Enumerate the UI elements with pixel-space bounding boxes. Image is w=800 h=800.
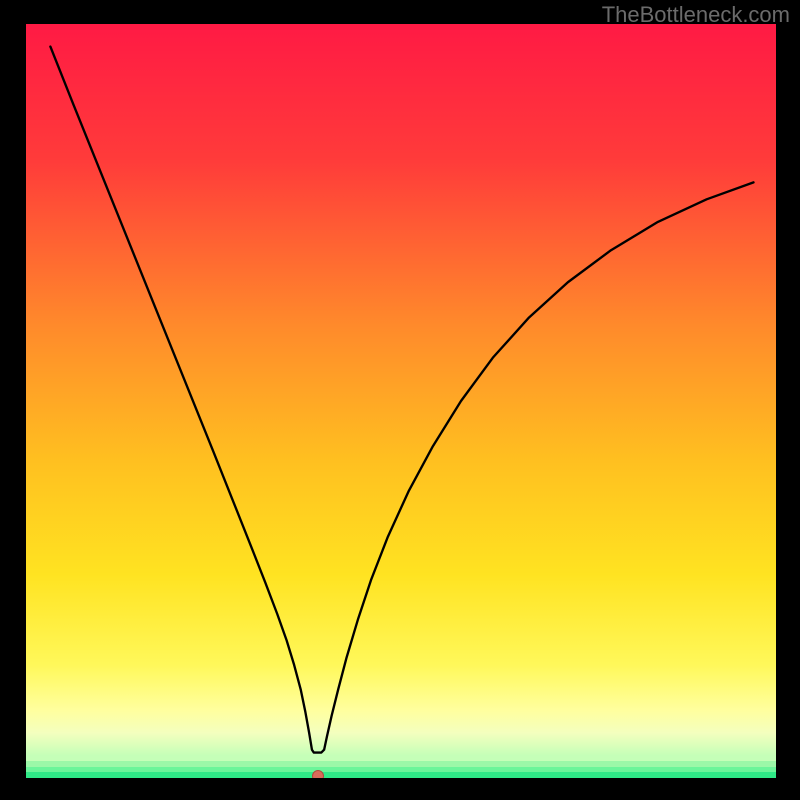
plot-area [26, 24, 776, 778]
curve-path [50, 47, 753, 753]
chart-container: TheBottleneck.com [0, 0, 800, 800]
watermark-text: TheBottleneck.com [602, 2, 790, 28]
curve-svg [26, 24, 776, 778]
minimum-marker [312, 770, 324, 778]
